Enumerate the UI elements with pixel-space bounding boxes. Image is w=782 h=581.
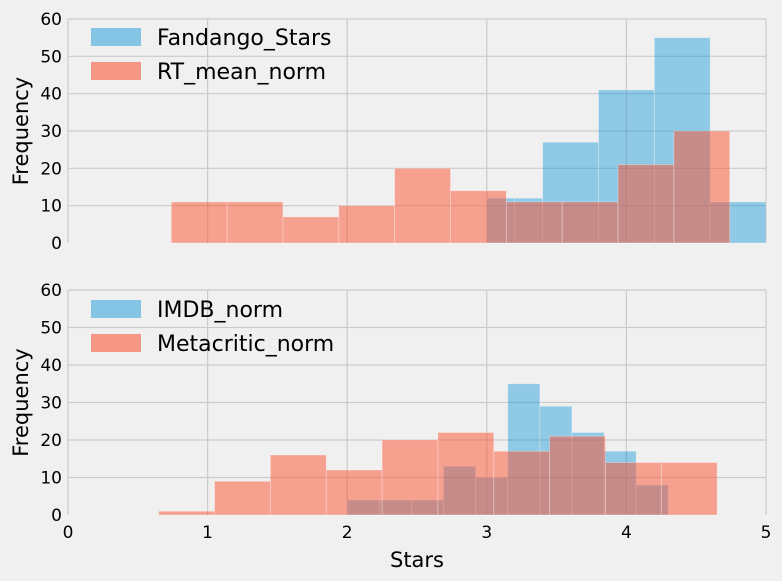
histogram-bar [282,216,340,244]
y-axis-label: Frequency [9,348,33,457]
y-tick-label: 10 [40,197,62,217]
y-tick-label: 30 [40,122,62,142]
y-tick-label: 40 [40,85,62,105]
chart-panel-1: 0 10 20 30 40 50 60 Frequency Fandango_Stars RT_m… [9,10,767,254]
x-tick-label: 1 [202,523,213,543]
series-Metacritic_norm [158,432,718,516]
histogram-bar [549,435,606,516]
legend-label: Fandango_Stars [157,26,331,51]
x-tick-label: 5 [761,523,772,543]
histogram-bar [325,469,383,516]
legend-label: Metacritic_norm [157,332,334,357]
y-tick-label: 50 [40,47,62,67]
panels: 0102030405060FrequencyFandango_StarsRT_m… [9,10,771,572]
histogram-bar [673,130,731,244]
x-tick-labels: 0 1 2 3 4 5 [63,523,772,543]
y-tick-label: 0 [51,234,62,254]
series-RT_mean_norm [170,130,731,244]
y-tick-label: 60 [40,10,62,30]
histogram-bar [505,201,563,244]
x-axis-label: Stars [390,548,444,572]
y-tick-label: 20 [40,159,62,179]
x-tick-label: 4 [621,523,632,543]
histogram-bar [437,432,495,516]
histogram-bar [660,462,718,516]
y-tick-label: 0 [51,506,62,526]
chart-panel-2: 0 10 20 30 40 50 60 0 1 2 3 4 5 Frequency Stars IMDB_no… [9,281,771,572]
legend-swatch [91,300,141,318]
legend-swatch [91,334,141,352]
y-tick-label: 60 [40,281,62,301]
histogram-bar [605,462,662,516]
legend: IMDB_norm Metacritic_norm [91,298,334,357]
histogram-bar [226,201,284,244]
histogram-bar [617,164,675,244]
y-tick-label: 50 [40,319,62,339]
histogram-bar [170,201,228,244]
legend: Fandango_Stars RT_mean_norm [91,26,331,85]
histogram-bar [158,510,215,516]
legend-label: IMDB_norm [157,298,283,323]
histogram-bar [493,450,551,516]
histogram-bar [338,205,396,244]
y-tick-label: 40 [40,356,62,376]
legend-swatch [91,62,141,80]
y-tick-labels: 0 10 20 30 40 50 60 [40,281,62,526]
histogram-bar [381,439,439,516]
histogram-bar [450,190,507,244]
histogram-bar [561,201,619,244]
x-tick-label: 0 [63,523,74,543]
histogram-bar [270,454,327,516]
histogram-bar [214,480,271,516]
legend-label: RT_mean_norm [157,60,326,85]
x-tick-label: 3 [481,523,492,543]
histogram-bar [394,167,451,244]
x-tick-label: 2 [342,523,353,543]
legend-swatch [91,28,141,46]
y-tick-label: 30 [40,394,62,414]
y-tick-label: 20 [40,431,62,451]
y-tick-labels: 0 10 20 30 40 50 60 [40,10,62,254]
y-tick-label: 10 [40,469,62,489]
y-axis-label: Frequency [9,77,33,186]
